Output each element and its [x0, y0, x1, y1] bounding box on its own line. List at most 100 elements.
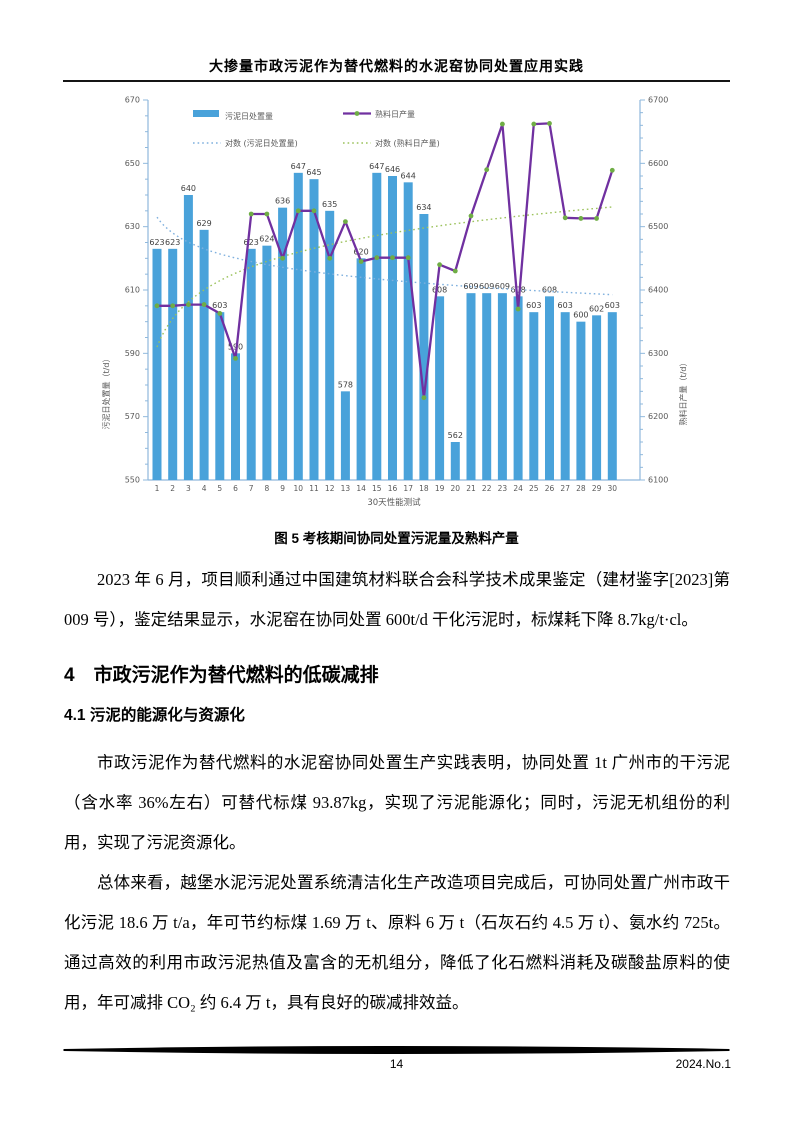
svg-text:4: 4: [202, 484, 207, 493]
svg-text:6: 6: [233, 484, 238, 493]
svg-text:30天性能测试: 30天性能测试: [367, 497, 421, 508]
marker-day-5: [217, 311, 223, 316]
marker-day-11: [311, 208, 317, 214]
svg-text:19: 19: [435, 484, 445, 493]
section-heading-4: 4 市政污泥作为替代燃料的低碳减排: [64, 665, 379, 686]
marker-day-27: [562, 215, 568, 221]
marker-day-23: [500, 121, 505, 127]
bar-day-5: [215, 312, 225, 480]
svg-text:634: 634: [416, 203, 431, 212]
bar-day-13: [340, 391, 350, 480]
svg-text:603: 603: [605, 301, 620, 310]
marker-day-9: [280, 255, 285, 261]
marker-day-25: [531, 121, 537, 127]
svg-text:23: 23: [498, 484, 508, 493]
bar-day-18: [419, 214, 429, 480]
svg-text:6100: 6100: [648, 476, 668, 485]
svg-text:14: 14: [356, 484, 366, 493]
svg-text:18: 18: [419, 484, 429, 493]
bar-day-14: [356, 258, 366, 480]
svg-text:570: 570: [125, 412, 140, 421]
bar-day-8: [262, 245, 272, 480]
marker-day-10: [295, 208, 301, 214]
svg-text:16: 16: [388, 484, 398, 493]
marker-day-15: [374, 255, 380, 261]
marker-day-2: [170, 303, 176, 309]
paragraph-overall-benefit: 总体来看，越堡水泥污泥处置系统清洁化生产改造项目完成后，可协同处置广州市政干化污…: [64, 872, 730, 1012]
svg-text:熟料日产量: 熟料日产量: [375, 109, 415, 119]
svg-text:9: 9: [280, 484, 285, 493]
marker-day-29: [594, 216, 599, 221]
svg-text:10: 10: [294, 484, 304, 493]
svg-text:620: 620: [353, 247, 368, 256]
axes: 5505705906106306506706100620063006400650…: [101, 96, 688, 509]
marker-day-22: [484, 167, 490, 173]
marker-day-30: [609, 167, 615, 173]
svg-text:对数 (污泥日处置量): 对数 (污泥日处置量): [225, 138, 298, 148]
bar-day-29: [592, 315, 602, 480]
svg-text:629: 629: [196, 219, 211, 228]
svg-text:1: 1: [155, 484, 160, 493]
svg-text:26: 26: [545, 484, 555, 493]
svg-text:608: 608: [432, 285, 447, 294]
svg-text:609: 609: [479, 282, 494, 291]
svg-text:8: 8: [265, 484, 270, 493]
trendline-1: [156, 216, 613, 296]
marker-day-7: [248, 211, 254, 217]
svg-text:603: 603: [212, 301, 227, 310]
svg-text:603: 603: [526, 301, 541, 310]
marker-day-26: [547, 121, 552, 126]
marker-day-17: [405, 255, 411, 261]
svg-text:603: 603: [558, 301, 573, 310]
svg-text:647: 647: [369, 162, 384, 171]
figure5-chart: 5505705906106306506706100620063006400650…: [101, 96, 688, 509]
svg-text:590: 590: [228, 342, 243, 351]
bar-day-30: [607, 312, 617, 480]
svg-text:11: 11: [309, 484, 319, 493]
bar-day-20: [450, 442, 460, 480]
bar-day-6: [231, 353, 240, 480]
svg-text:21: 21: [466, 484, 476, 493]
paragraph-appraisal: 2023 年 6 月，项目顺利通过中国建筑材料联合会科学技术成果鉴定（建材鉴字[…: [64, 569, 730, 629]
svg-text:624: 624: [259, 235, 274, 244]
svg-text:25: 25: [529, 484, 539, 493]
bar-day-27: [560, 312, 570, 480]
svg-text:636: 636: [275, 197, 290, 206]
svg-text:熟料日产量（t/d）: 熟料日产量（t/d）: [678, 359, 688, 426]
svg-text:644: 644: [401, 171, 416, 180]
bar-day-11: [309, 179, 319, 480]
bar-day-3: [183, 195, 193, 480]
bar-day-12: [325, 210, 335, 480]
svg-text:600: 600: [573, 311, 588, 320]
marker-day-1: [154, 303, 160, 309]
svg-text:污泥日处置量: 污泥日处置量: [225, 111, 273, 121]
svg-text:12: 12: [325, 484, 335, 493]
svg-text:608: 608: [542, 285, 557, 294]
svg-text:646: 646: [385, 165, 400, 174]
marker-day-3: [186, 302, 191, 307]
marker-day-18: [421, 395, 427, 401]
marker-day-4: [201, 302, 207, 307]
sludge-bar-series: [152, 172, 617, 480]
svg-text:6200: 6200: [648, 412, 668, 421]
svg-text:578: 578: [338, 380, 353, 389]
svg-text:635: 635: [322, 200, 337, 209]
marker-day-6: [233, 356, 238, 361]
page-number: 14: [389, 1057, 404, 1071]
figure5-chart-container: 550 570 590 610 630 650 670 6100 6200 6300 6400 650…: [95, 92, 700, 522]
marker-day-28: [578, 216, 584, 221]
footer-divider: [63, 1046, 730, 1054]
svg-text:6600: 6600: [648, 159, 668, 168]
svg-text:640: 640: [181, 184, 196, 193]
header-rule: [63, 80, 730, 82]
svg-text:5: 5: [217, 484, 222, 493]
bar-day-16: [388, 176, 397, 480]
svg-text:6400: 6400: [648, 286, 668, 295]
clinker-line-series: [154, 121, 615, 401]
marker-day-8: [264, 211, 270, 217]
svg-text:623: 623: [244, 238, 259, 247]
svg-text:630: 630: [125, 222, 140, 231]
marker-day-12: [327, 255, 333, 261]
